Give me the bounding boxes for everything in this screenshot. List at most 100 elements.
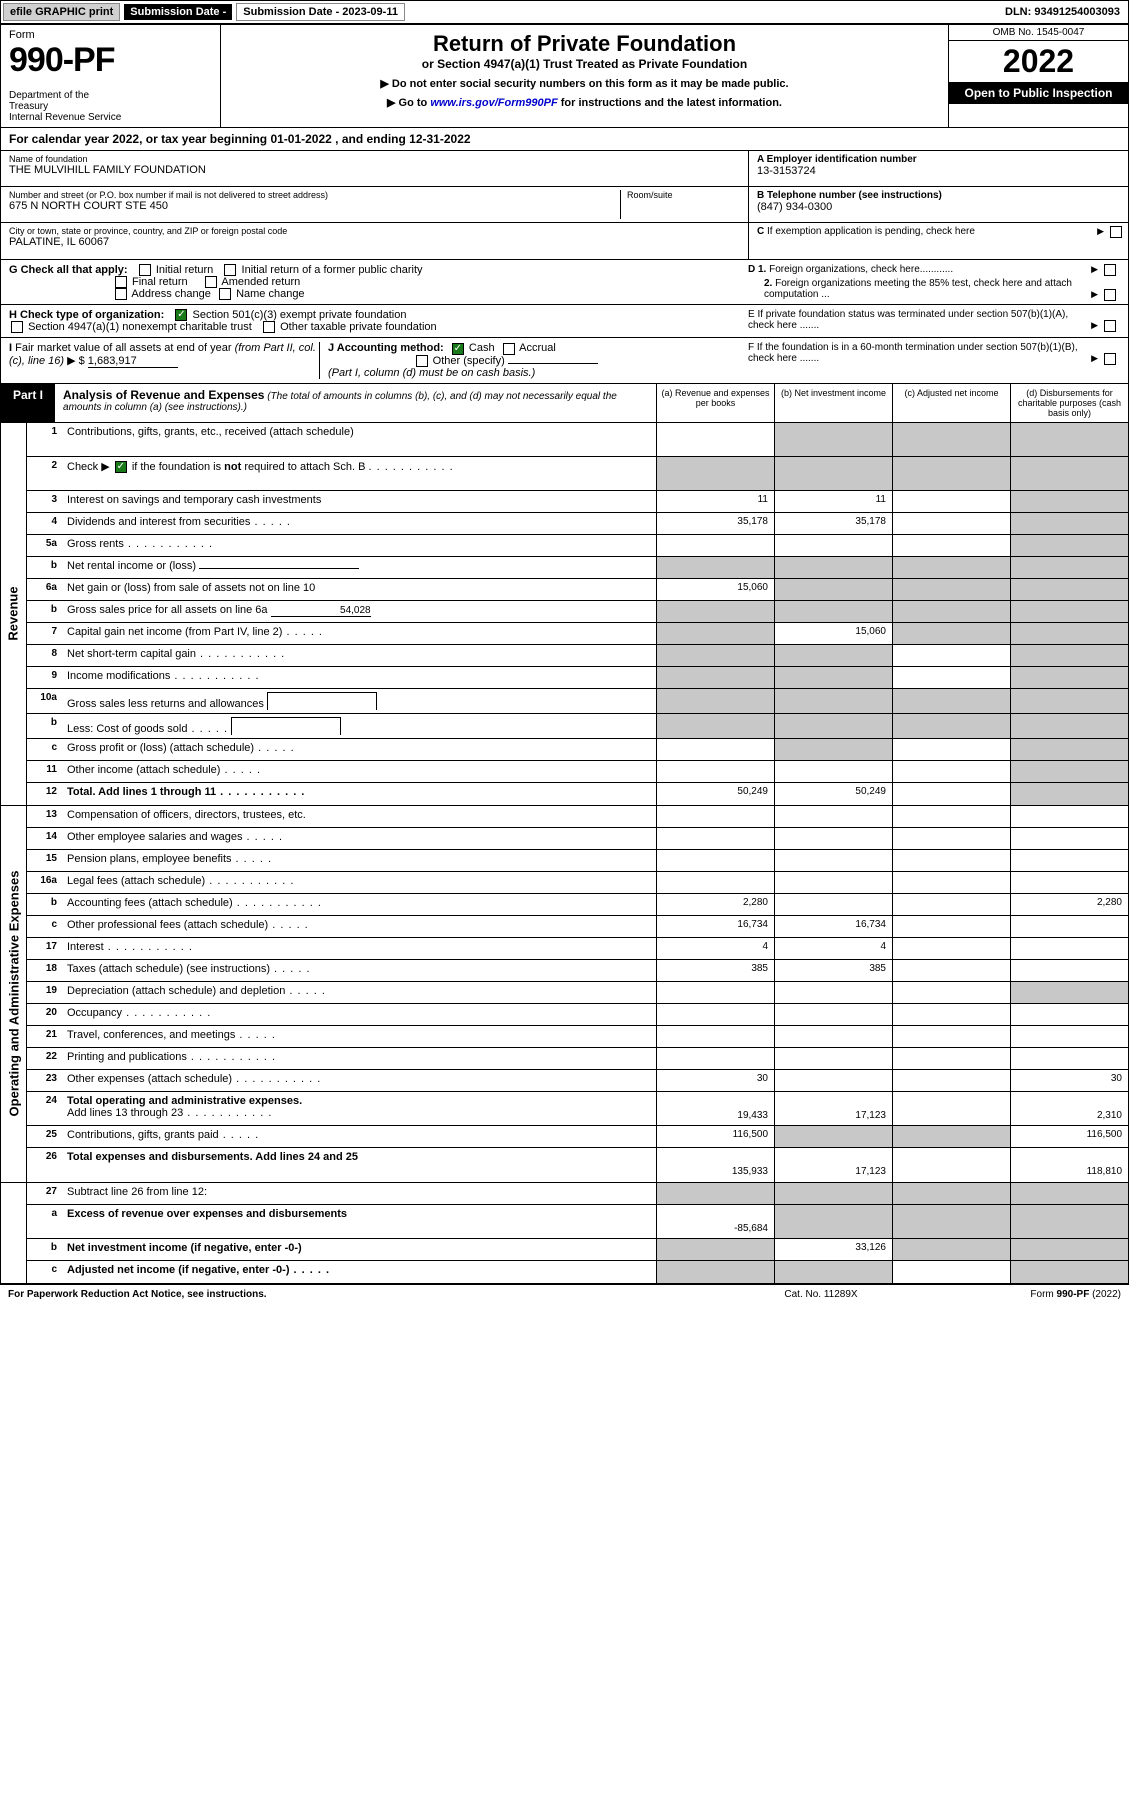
c-checkbox[interactable] <box>1110 226 1122 238</box>
accrual-checkbox[interactable] <box>503 343 515 355</box>
line-num: 18 <box>27 960 63 981</box>
c-label: C If exemption application is pending, c… <box>757 226 975 237</box>
line-num: 26 <box>27 1148 63 1182</box>
ein-label: A Employer identification number <box>757 154 1120 165</box>
d1-checkbox[interactable] <box>1104 264 1116 276</box>
initial-return-checkbox[interactable] <box>139 264 151 276</box>
omb-number: OMB No. 1545-0047 <box>949 25 1128 41</box>
line-desc: Income modifications <box>63 667 656 688</box>
revenue-side-label: Revenue <box>6 587 21 641</box>
line-num: 25 <box>27 1126 63 1147</box>
line-num: b <box>27 557 63 578</box>
line-desc: Interest <box>63 938 656 959</box>
line-num: a <box>27 1205 63 1238</box>
other-method-checkbox[interactable] <box>416 355 428 367</box>
dln-value: DLN: 93491254003093 <box>1005 6 1126 18</box>
line-num: 7 <box>27 623 63 644</box>
cell-value: 50,249 <box>774 783 892 805</box>
part-1-title: Analysis of Revenue and Expenses <box>63 388 264 402</box>
line-desc: Net investment income (if negative, ente… <box>63 1239 656 1260</box>
g-opt-1: Initial return of a former public charit… <box>242 264 423 276</box>
line-desc: Contributions, gifts, grants, etc., rece… <box>63 423 656 456</box>
line-desc: Occupancy <box>63 1004 656 1025</box>
footer-left: For Paperwork Reduction Act Notice, see … <box>8 1289 721 1300</box>
footer-form: Form 990-PF (2022) <box>921 1289 1121 1300</box>
initial-former-checkbox[interactable] <box>224 264 236 276</box>
cell-value: 2,310 <box>1010 1092 1128 1125</box>
line-num: c <box>27 1261 63 1283</box>
h-opt-3: Other taxable private foundation <box>280 321 437 333</box>
cash-checkbox[interactable] <box>452 343 464 355</box>
line-desc: Gross sales less returns and allowances <box>63 689 656 713</box>
final-return-checkbox[interactable] <box>115 276 127 288</box>
cell-value: 33,126 <box>774 1239 892 1260</box>
line-num: 8 <box>27 645 63 666</box>
line-desc: Other expenses (attach schedule) <box>63 1070 656 1091</box>
f-checkbox[interactable] <box>1104 353 1116 365</box>
ein-value: 13-3153724 <box>757 165 1120 177</box>
line-num: b <box>27 1239 63 1260</box>
line-num: c <box>27 916 63 937</box>
line-desc: Check ▶ if the foundation is not require… <box>63 457 656 490</box>
line-num: 27 <box>27 1183 63 1204</box>
form-number: 990-PF <box>9 41 212 80</box>
h-label: H Check type of organization: <box>9 309 164 321</box>
line-num: 2 <box>27 457 63 490</box>
entity-block: Name of foundation THE MULVIHILL FAMILY … <box>0 151 1129 260</box>
e-checkbox[interactable] <box>1104 320 1116 332</box>
form-note-2: ▶ Go to www.irs.gov/Form990PF for instru… <box>227 96 942 109</box>
cell-value: -85,684 <box>656 1205 774 1238</box>
other-taxable-checkbox[interactable] <box>263 321 275 333</box>
phone-value: (847) 934-0300 <box>757 201 1120 213</box>
line-desc: Depreciation (attach schedule) and deple… <box>63 982 656 1003</box>
address-label: Number and street (or P.O. box number if… <box>9 190 620 200</box>
line-desc: Net gain or (loss) from sale of assets n… <box>63 579 656 600</box>
address-change-checkbox[interactable] <box>115 288 127 300</box>
line-desc: Dividends and interest from securities <box>63 513 656 534</box>
name-change-checkbox[interactable] <box>219 288 231 300</box>
line-desc: Other professional fees (attach schedule… <box>63 916 656 937</box>
line-num: b <box>27 894 63 915</box>
g-opt-3: Amended return <box>221 276 300 288</box>
f-label: F If the foundation is in a 60-month ter… <box>748 342 1078 364</box>
501c3-checkbox[interactable] <box>175 309 187 321</box>
line-desc: Compensation of officers, directors, tru… <box>63 806 656 827</box>
line-desc: Excess of revenue over expenses and disb… <box>63 1205 656 1238</box>
form-header: Form 990-PF Department of theTreasuryInt… <box>0 24 1129 128</box>
instructions-link[interactable]: www.irs.gov/Form990PF <box>430 97 557 109</box>
line-desc: Contributions, gifts, grants paid <box>63 1126 656 1147</box>
cell-value: 30 <box>656 1070 774 1091</box>
cell-value: 385 <box>656 960 774 981</box>
part-1-header: Part I Analysis of Revenue and Expenses … <box>0 384 1129 423</box>
ij-row: I Fair market value of all assets at end… <box>0 338 1129 383</box>
d2-checkbox[interactable] <box>1104 289 1116 301</box>
e-label: E If private foundation status was termi… <box>748 309 1068 331</box>
j-note: (Part I, column (d) must be on cash basi… <box>328 367 535 379</box>
city-label: City or town, state or province, country… <box>9 226 740 236</box>
line-desc: Adjusted net income (if negative, enter … <box>63 1261 656 1283</box>
line-desc: Other income (attach schedule) <box>63 761 656 782</box>
g-opt-5: Name change <box>236 288 305 300</box>
cell-value: 15,060 <box>656 579 774 600</box>
line-num: 16a <box>27 872 63 893</box>
efile-print-button[interactable]: efile GRAPHIC print <box>3 3 120 21</box>
line-desc: Gross rents <box>63 535 656 556</box>
h-opt-2: Section 4947(a)(1) nonexempt charitable … <box>28 321 252 333</box>
calendar-year-row: For calendar year 2022, or tax year begi… <box>0 128 1129 151</box>
j-label: J Accounting method: <box>328 342 444 354</box>
line-num: 6a <box>27 579 63 600</box>
cell-value: 135,933 <box>656 1148 774 1182</box>
line-num: 4 <box>27 513 63 534</box>
cell-value: 116,500 <box>1010 1126 1128 1147</box>
city-value: PALATINE, IL 60067 <box>9 236 740 248</box>
cell-value: 50,249 <box>656 783 774 805</box>
submission-date-value: Submission Date - 2023-09-11 <box>236 3 405 21</box>
amended-return-checkbox[interactable] <box>205 276 217 288</box>
name-label: Name of foundation <box>9 154 740 164</box>
line-desc: Printing and publications <box>63 1048 656 1069</box>
schb-checkbox[interactable] <box>115 461 127 473</box>
line-desc: Taxes (attach schedule) (see instruction… <box>63 960 656 981</box>
arrow-icon <box>1091 353 1098 364</box>
j-other: Other (specify) <box>433 355 505 367</box>
4947-checkbox[interactable] <box>11 321 23 333</box>
